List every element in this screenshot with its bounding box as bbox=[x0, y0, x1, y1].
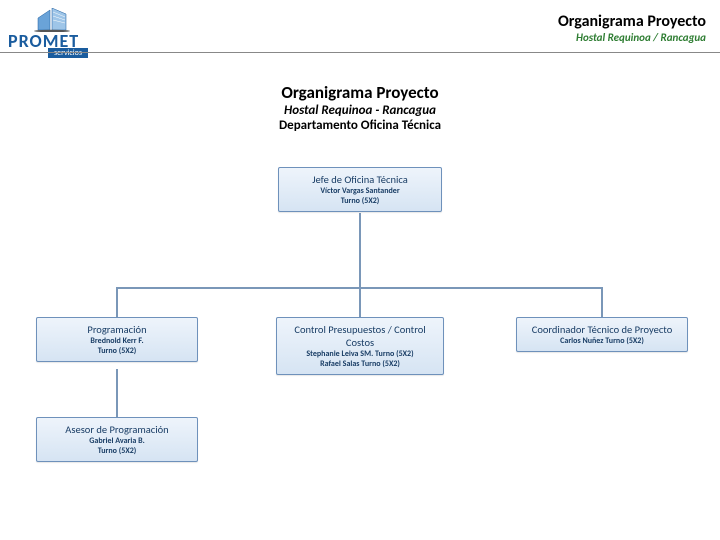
connector-line bbox=[116, 369, 118, 417]
node-role: Asesor de Programación bbox=[43, 423, 191, 436]
header-title-block: Organigrama Proyecto Hostal Requinoa / R… bbox=[558, 8, 706, 44]
node-shift: Turno (5X2) bbox=[285, 196, 435, 206]
node-role: Jefe de Oficina Técnica bbox=[285, 173, 435, 186]
node-role: Control Presupuestos / Control Costos bbox=[283, 323, 437, 349]
node-asesor-programacion: Asesor de Programación Gabriel Avaria B.… bbox=[36, 417, 198, 462]
connector-line bbox=[359, 287, 361, 317]
node-shift: Rafael Salas Turno (5X2) bbox=[283, 359, 437, 369]
node-coordinador-tecnico: Coordinador Técnico de Proyecto Carlos N… bbox=[516, 317, 688, 352]
logo-building-icon bbox=[32, 8, 72, 32]
center-title-block: Organigrama Proyecto Hostal Requinoa - R… bbox=[0, 82, 720, 133]
connector-line bbox=[601, 287, 603, 317]
node-person: Gabriel Avaria B. bbox=[43, 436, 191, 446]
header-subtitle: Hostal Requinoa / Rancagua bbox=[558, 31, 706, 44]
header-divider bbox=[0, 52, 720, 53]
center-line-1: Organigrama Proyecto bbox=[0, 82, 720, 103]
node-shift: Turno (5X2) bbox=[43, 346, 191, 356]
connector-line bbox=[116, 287, 118, 317]
node-person: Carlos Nuñez Turno (5X2) bbox=[523, 336, 681, 346]
node-person: Brednold Kerr F. bbox=[43, 336, 191, 346]
logo-subtext: servicios bbox=[48, 48, 88, 58]
page-header: PROMET servicios Organigrama Proyecto Ho… bbox=[0, 0, 720, 58]
node-shift: Turno (5X2) bbox=[43, 446, 191, 456]
org-chart: Jefe de Oficina Técnica Víctor Vargas Sa… bbox=[0, 167, 720, 527]
center-line-2: Hostal Requinoa - Rancagua bbox=[0, 103, 720, 118]
logo: PROMET servicios bbox=[8, 8, 118, 58]
node-role: Coordinador Técnico de Proyecto bbox=[523, 323, 681, 336]
node-control-presupuestos: Control Presupuestos / Control Costos St… bbox=[276, 317, 444, 375]
header-title: Organigrama Proyecto bbox=[558, 12, 706, 31]
connector-line bbox=[359, 213, 361, 287]
node-role: Programación bbox=[43, 323, 191, 336]
node-jefe-oficina: Jefe de Oficina Técnica Víctor Vargas Sa… bbox=[278, 167, 442, 212]
node-programacion: Programación Brednold Kerr F. Turno (5X2… bbox=[36, 317, 198, 362]
center-line-3: Departamento Oficina Técnica bbox=[0, 118, 720, 133]
node-person: Stephanie Leiva SM. Turno (5X2) bbox=[283, 349, 437, 359]
node-person: Víctor Vargas Santander bbox=[285, 186, 435, 196]
